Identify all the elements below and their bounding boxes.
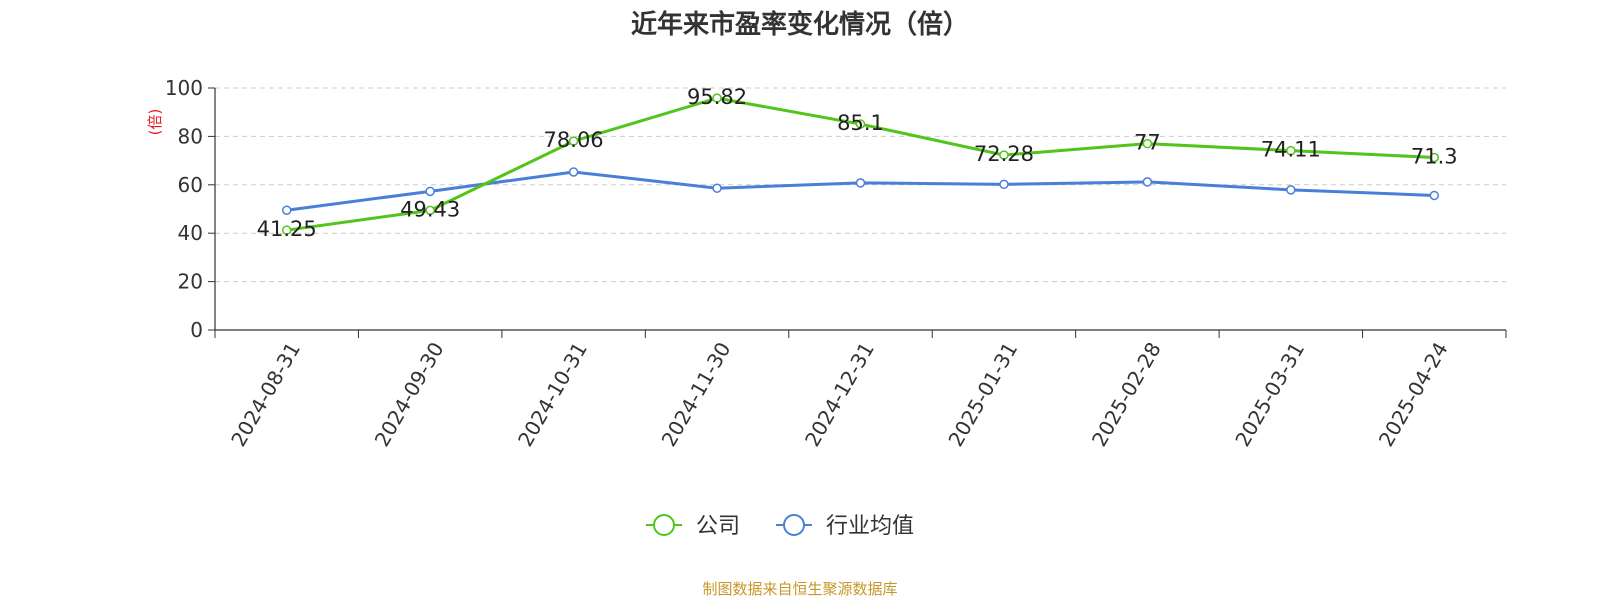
legend-label: 公司 [696, 514, 740, 539]
data-label: 85.1 [837, 111, 884, 135]
y-axis-label: (倍) [146, 109, 164, 136]
data-point [1286, 185, 1296, 195]
x-tick-label: 2024-09-30 [370, 338, 449, 451]
y-tick-label: 60 [178, 173, 203, 197]
x-tick-label: 2025-02-28 [1087, 338, 1166, 451]
data-point [1429, 190, 1440, 201]
y-tick-label: 20 [178, 270, 203, 294]
x-tick-label: 2024-11-30 [657, 338, 736, 451]
data-point [1142, 177, 1153, 187]
x-tick-label: 2024-12-31 [800, 338, 879, 451]
data-point [1429, 152, 1440, 163]
data-source-note: 制图数据来自恒生聚源数据库 [702, 580, 898, 598]
data-point [999, 179, 1009, 190]
data-point [568, 136, 579, 146]
data-point [855, 178, 866, 188]
data-point [568, 167, 579, 177]
x-tick-label: 2025-04-24 [1374, 338, 1453, 451]
data-label: 78.06 [544, 128, 604, 152]
y-tick-label: 40 [178, 221, 203, 245]
legend-label: 行业均值 [826, 514, 914, 539]
data-point [1142, 138, 1153, 149]
data-point [855, 119, 866, 129]
data-point [281, 205, 292, 215]
data-label: 49.43 [400, 197, 460, 221]
x-tick-label: 2025-03-31 [1230, 338, 1309, 451]
data-point [712, 183, 722, 193]
data-point [999, 150, 1009, 160]
legend-marker [653, 514, 675, 536]
x-tick-label: 2024-08-31 [226, 338, 305, 451]
data-point [281, 225, 292, 235]
data-point [425, 186, 435, 197]
data-label: 71.3 [1411, 144, 1458, 168]
data-label: 77 [1134, 131, 1161, 155]
data-label: 74.11 [1261, 138, 1321, 162]
data-point [1286, 145, 1296, 156]
data-point [712, 93, 722, 103]
data-label: 41.25 [257, 217, 317, 241]
data-label: 95.82 [687, 85, 747, 109]
y-tick-label: 100 [165, 76, 203, 100]
x-tick-label: 2024-10-31 [513, 338, 592, 451]
data-point [425, 205, 435, 216]
data-label: 72.28 [974, 142, 1034, 166]
legend-marker [783, 514, 805, 536]
y-tick-label: 0 [190, 318, 203, 342]
y-tick-label: 80 [178, 124, 203, 148]
x-tick-label: 2025-01-31 [943, 338, 1022, 451]
chart-title: 近年来市盈率变化情况（倍） [630, 10, 969, 40]
